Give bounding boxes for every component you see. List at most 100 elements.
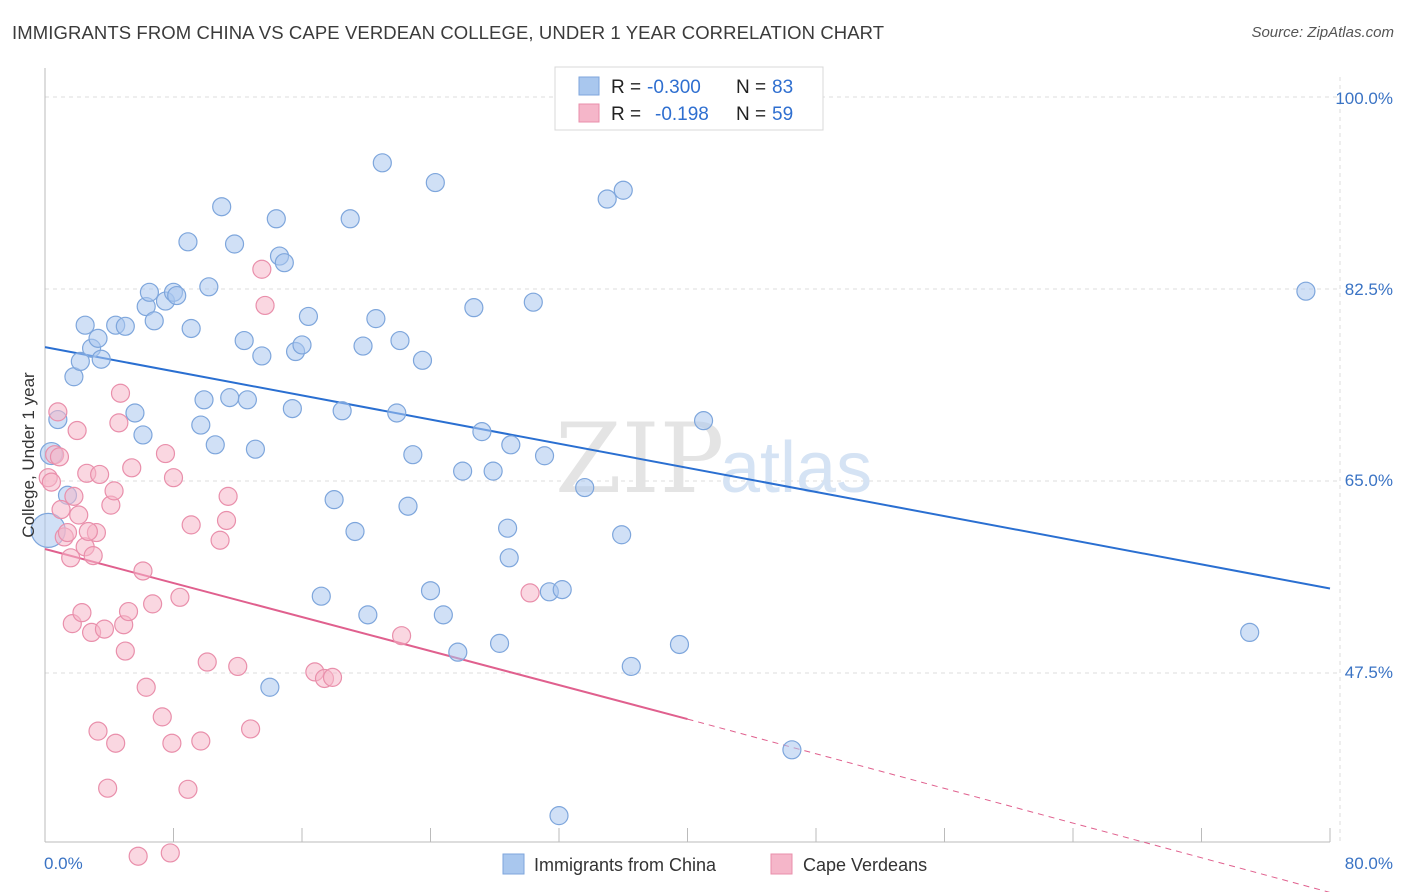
cape-verdean-point [520, 583, 540, 603]
cape-verdean-point [162, 733, 182, 753]
china-point [260, 677, 280, 697]
china-point [178, 232, 198, 252]
cape-verdean-point [57, 522, 78, 543]
china-point [70, 351, 90, 372]
china-point [499, 548, 519, 568]
cape-verdean-point [88, 721, 108, 741]
china-point [245, 439, 266, 459]
china-point [472, 422, 492, 442]
china-point [139, 282, 160, 302]
cape-verdean-point [322, 667, 343, 687]
y-tick-label-47-5: 47.5% [1345, 663, 1393, 682]
cape-verdean-point [49, 447, 70, 467]
series-legend-label-china: Immigrants from China [534, 855, 717, 875]
china-point [345, 521, 365, 542]
china-point [353, 336, 373, 356]
cape-verdean-point [216, 510, 237, 531]
china-point [613, 180, 633, 200]
china-point [224, 234, 245, 254]
legend-r-value-cape-verdean: -0.198 [655, 104, 709, 125]
china-point [433, 605, 453, 625]
china-point [199, 277, 219, 297]
cape-verdean-point [110, 383, 131, 403]
series-cape-verdean-points [38, 259, 540, 866]
cape-verdean-point [155, 443, 176, 464]
china-point [549, 806, 569, 826]
china-point [205, 435, 225, 455]
cape-verdean-point [104, 481, 124, 501]
china-point [597, 189, 617, 209]
legend-swatch-china [578, 76, 600, 96]
cape-verdean-point [391, 626, 412, 646]
china-point [489, 633, 510, 653]
cape-verdean-point [136, 677, 156, 697]
china-point [669, 634, 690, 655]
legend-n-label-china: N = [736, 77, 766, 98]
legend-n-value-china: 83 [772, 77, 793, 98]
cape-verdean-point [143, 594, 163, 614]
series-legend: Immigrants from China Cape Verdeans [502, 853, 927, 875]
china-point [390, 330, 410, 351]
china-point [366, 309, 386, 329]
china-point [292, 335, 312, 355]
china-point [501, 435, 521, 455]
china-point [252, 346, 272, 366]
cape-verdean-point [163, 468, 184, 488]
cape-verdean-point [255, 295, 275, 316]
y-axis-label: College, Under 1 year [19, 372, 38, 538]
legend-r-value-china: -0.300 [647, 77, 701, 98]
china-point [266, 209, 286, 229]
cape-verdean-point [128, 846, 148, 866]
cape-verdean-point [115, 641, 135, 661]
china-point [181, 318, 201, 339]
china-point [167, 285, 187, 306]
cape-verdean-point [98, 778, 118, 798]
source-credit: Source: ZipAtlas.com [1251, 24, 1394, 41]
china-point [332, 401, 352, 421]
china-point [498, 518, 518, 538]
cape-verdean-point [160, 843, 180, 863]
y-tick-label-100: 100.0% [1335, 89, 1393, 108]
cape-verdean-point [51, 499, 71, 520]
china-point [453, 461, 473, 481]
cape-verdean-point [41, 472, 62, 492]
china-point [693, 411, 714, 431]
series-legend-swatch-china [502, 853, 525, 875]
cape-verdean-point [152, 707, 172, 727]
legend-n-label-cape-verdean: N = [736, 104, 766, 125]
china-point [552, 580, 572, 600]
china-point [191, 415, 211, 435]
china-point [621, 656, 641, 677]
trend-line-0 [44, 346, 1331, 590]
china-point [483, 461, 503, 481]
cape-verdean-point [78, 521, 98, 542]
china-point [412, 350, 433, 370]
china-point [237, 390, 257, 410]
y-tick-labels: 100.0% 82.5% 65.0% 47.5% [1335, 89, 1393, 682]
cape-verdean-point [178, 779, 198, 799]
china-point [274, 253, 294, 273]
cape-verdean-point [191, 731, 211, 751]
china-point [420, 581, 441, 601]
china-point [133, 425, 153, 445]
china-point [88, 328, 108, 348]
y-tick-label-82-5: 82.5% [1345, 280, 1393, 299]
cape-verdean-point [83, 546, 103, 566]
china-point [324, 490, 344, 510]
china-point [464, 298, 484, 318]
china-point [523, 292, 543, 312]
china-point [125, 403, 145, 423]
china-point [534, 446, 555, 466]
cape-verdean-point [94, 619, 115, 639]
china-point [1296, 281, 1316, 301]
legend-r-label-china: R = [611, 77, 641, 98]
china-point [782, 740, 802, 760]
cape-verdean-point [228, 656, 248, 677]
trend-line-1-solid [44, 548, 688, 721]
cape-verdean-point [122, 458, 142, 478]
cape-verdean-point [48, 402, 68, 422]
china-point [403, 445, 423, 465]
cape-verdean-point [181, 515, 201, 535]
china-point [448, 642, 468, 662]
legend-n-value-cape-verdean: 59 [772, 104, 793, 125]
